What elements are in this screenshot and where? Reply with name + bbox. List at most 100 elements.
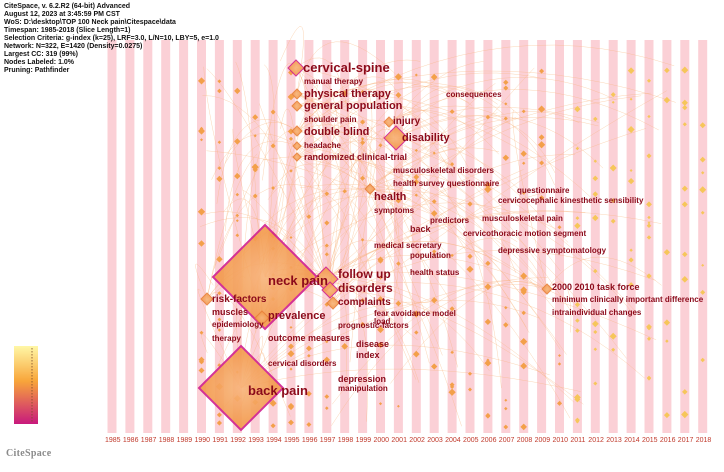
minor-node	[448, 388, 456, 396]
keyword-label-prevalence[interactable]: prevalence	[268, 310, 326, 322]
keyword-label-fear-avoidance-model[interactable]: fear avoidance model	[374, 309, 456, 318]
citation-link	[310, 154, 371, 190]
keyword-label-manipulation[interactable]: manipulation	[338, 384, 388, 393]
keyword-label-index[interactable]: index	[356, 350, 380, 360]
keyword-label-randomized-clinical-trial[interactable]: randomized clinical-trial	[304, 152, 408, 162]
minor-node	[646, 153, 652, 159]
keyword-label-health-survey-questionnaire[interactable]: health survey questionnaire	[393, 179, 500, 188]
keyword-label-headache[interactable]: headache	[304, 141, 341, 150]
keyword-label-epidemiology[interactable]: epidemiology	[212, 320, 264, 329]
keyword-label-task-force[interactable]: 2000 2010 task force	[552, 282, 640, 292]
keyword-label-cervicocephalic-kinesthetic-sensibility[interactable]: cervicocephalic kinesthetic sensibility	[498, 196, 644, 205]
minor-node	[628, 257, 634, 263]
node-injury[interactable]	[383, 116, 395, 128]
keyword-label-cervical-spine[interactable]: cervical-spine	[303, 60, 390, 75]
keyword-label-back-pain[interactable]: back pain	[248, 383, 308, 398]
minor-node	[251, 163, 259, 171]
year-label-2006: 2006	[480, 437, 497, 444]
node-disorders[interactable]	[321, 281, 339, 299]
keyword-label-disability[interactable]: disability	[402, 132, 450, 144]
minor-node	[520, 337, 528, 346]
node-double-blind[interactable]	[291, 125, 303, 137]
keyword-label-medical-secretary[interactable]: medical secretary	[374, 241, 442, 250]
minor-node	[592, 320, 599, 328]
keyword-label-manual-therapy[interactable]: manual therapy	[304, 77, 364, 86]
keyword-label-disease[interactable]: disease	[356, 339, 390, 349]
node-disability[interactable]	[383, 125, 409, 151]
keyword-label-intraindividual-changes[interactable]: intraindividual changes	[552, 308, 642, 317]
minor-node	[468, 387, 472, 392]
keyword-label-musculoskeletal-pain[interactable]: musculoskeletal pain	[482, 214, 563, 223]
keyword-label-population[interactable]: population	[410, 251, 451, 260]
minor-node	[593, 381, 598, 386]
minor-node	[234, 172, 241, 180]
node-headache[interactable]	[292, 141, 302, 151]
minor-node	[647, 114, 651, 119]
network-stats-text: Network: N=322, E=1420 (Density=0.0275)	[4, 43, 143, 50]
keyword-label-double-blind[interactable]: double blind	[304, 126, 370, 138]
keyword-label-predictors[interactable]: predictors	[430, 216, 470, 225]
keyword-label-shoulder-pain[interactable]: shoulder pain	[304, 115, 357, 124]
minor-node	[646, 375, 652, 381]
keyword-label-muscles[interactable]: muscles	[212, 307, 249, 317]
year-label-1998: 1998	[337, 437, 354, 444]
citation-link	[206, 68, 331, 291]
keyword-label-minimum-clinically-important-difference[interactable]: minimum clinically important difference	[552, 295, 704, 304]
node-general-population[interactable]	[291, 100, 303, 112]
minor-node	[377, 341, 384, 349]
year-label-1988: 1988	[158, 437, 175, 444]
keyword-label-health[interactable]: health	[374, 191, 407, 203]
minor-node	[341, 90, 348, 97]
keyword-label-musculoskeletal-disorders[interactable]: musculoskeletal disorders	[393, 166, 494, 175]
keyword-label-health-status[interactable]: health status	[410, 268, 460, 277]
keyword-label-injury[interactable]: injury	[393, 116, 421, 127]
keyword-label-neck-pain[interactable]: neck pain	[268, 273, 328, 288]
keyword-label-symptoms[interactable]: symptoms	[374, 206, 415, 215]
minor-node	[629, 97, 633, 101]
node-task-force[interactable]	[541, 283, 553, 295]
keyword-label-depression[interactable]: depression	[338, 374, 387, 384]
keyword-label-physical-therapy[interactable]: physical therapy	[304, 88, 391, 100]
keyword-label-risk-factors[interactable]: risk-factors	[212, 294, 267, 305]
minor-node	[234, 87, 241, 95]
keyword-label-questionnaire[interactable]: questionnaire	[517, 186, 570, 195]
minor-node	[700, 210, 705, 215]
node-health[interactable]	[364, 183, 376, 195]
citation-link	[296, 105, 567, 355]
minor-node	[646, 235, 652, 240]
keyword-label-depressive-symptomatology[interactable]: depressive symptomatology	[498, 246, 607, 255]
minor-node	[682, 122, 687, 127]
timespan-text: Timespan: 1985-2018 (Slice Length=1)	[4, 27, 131, 34]
node-prevalence[interactable]	[254, 310, 270, 326]
minor-node	[198, 240, 205, 247]
minor-node	[663, 249, 671, 256]
minor-node	[484, 283, 492, 291]
pruning-text: Pruning: Pathfinder	[4, 67, 70, 74]
node-physical-therapy[interactable]	[291, 88, 303, 100]
keyword-label-consequences[interactable]: consequences	[446, 90, 502, 99]
keyword-label-follow-up[interactable]: follow up	[338, 267, 391, 281]
keyword-label-complaints[interactable]: complaints	[338, 297, 391, 308]
node-randomized-clinical-trial[interactable]	[292, 152, 302, 162]
keyword-label-outcome-measures[interactable]: outcome measures	[268, 333, 351, 343]
nodes-labeled-text: Nodes Labeled: 1.0%	[4, 59, 75, 66]
node-back-pain[interactable]	[197, 344, 285, 432]
keyword-label-load[interactable]: load	[374, 317, 391, 326]
node-neck-pain[interactable]	[211, 223, 319, 331]
node-complaints[interactable]	[326, 296, 340, 310]
minor-node	[414, 148, 418, 152]
node-risk-factors[interactable]	[200, 292, 214, 306]
keyword-label-disorders[interactable]: disorders	[338, 281, 393, 295]
keyword-label-back[interactable]: back	[410, 224, 431, 234]
node-cervical-spine[interactable]	[287, 59, 305, 77]
keyword-label-prognostic-factors[interactable]: prognostic-factors	[338, 321, 409, 330]
year-label-1999: 1999	[355, 437, 372, 444]
minor-node	[378, 402, 383, 406]
keyword-label-cervicothoracic-motion-segment[interactable]: cervicothoracic motion segment	[463, 229, 587, 238]
keyword-label-therapy[interactable]: therapy	[212, 334, 241, 343]
minor-node	[341, 342, 349, 350]
keyword-label-general-population[interactable]: general population	[304, 100, 403, 112]
citation-link	[388, 105, 555, 186]
keyword-label-cervical-disorders[interactable]: cervical disorders	[268, 359, 337, 368]
